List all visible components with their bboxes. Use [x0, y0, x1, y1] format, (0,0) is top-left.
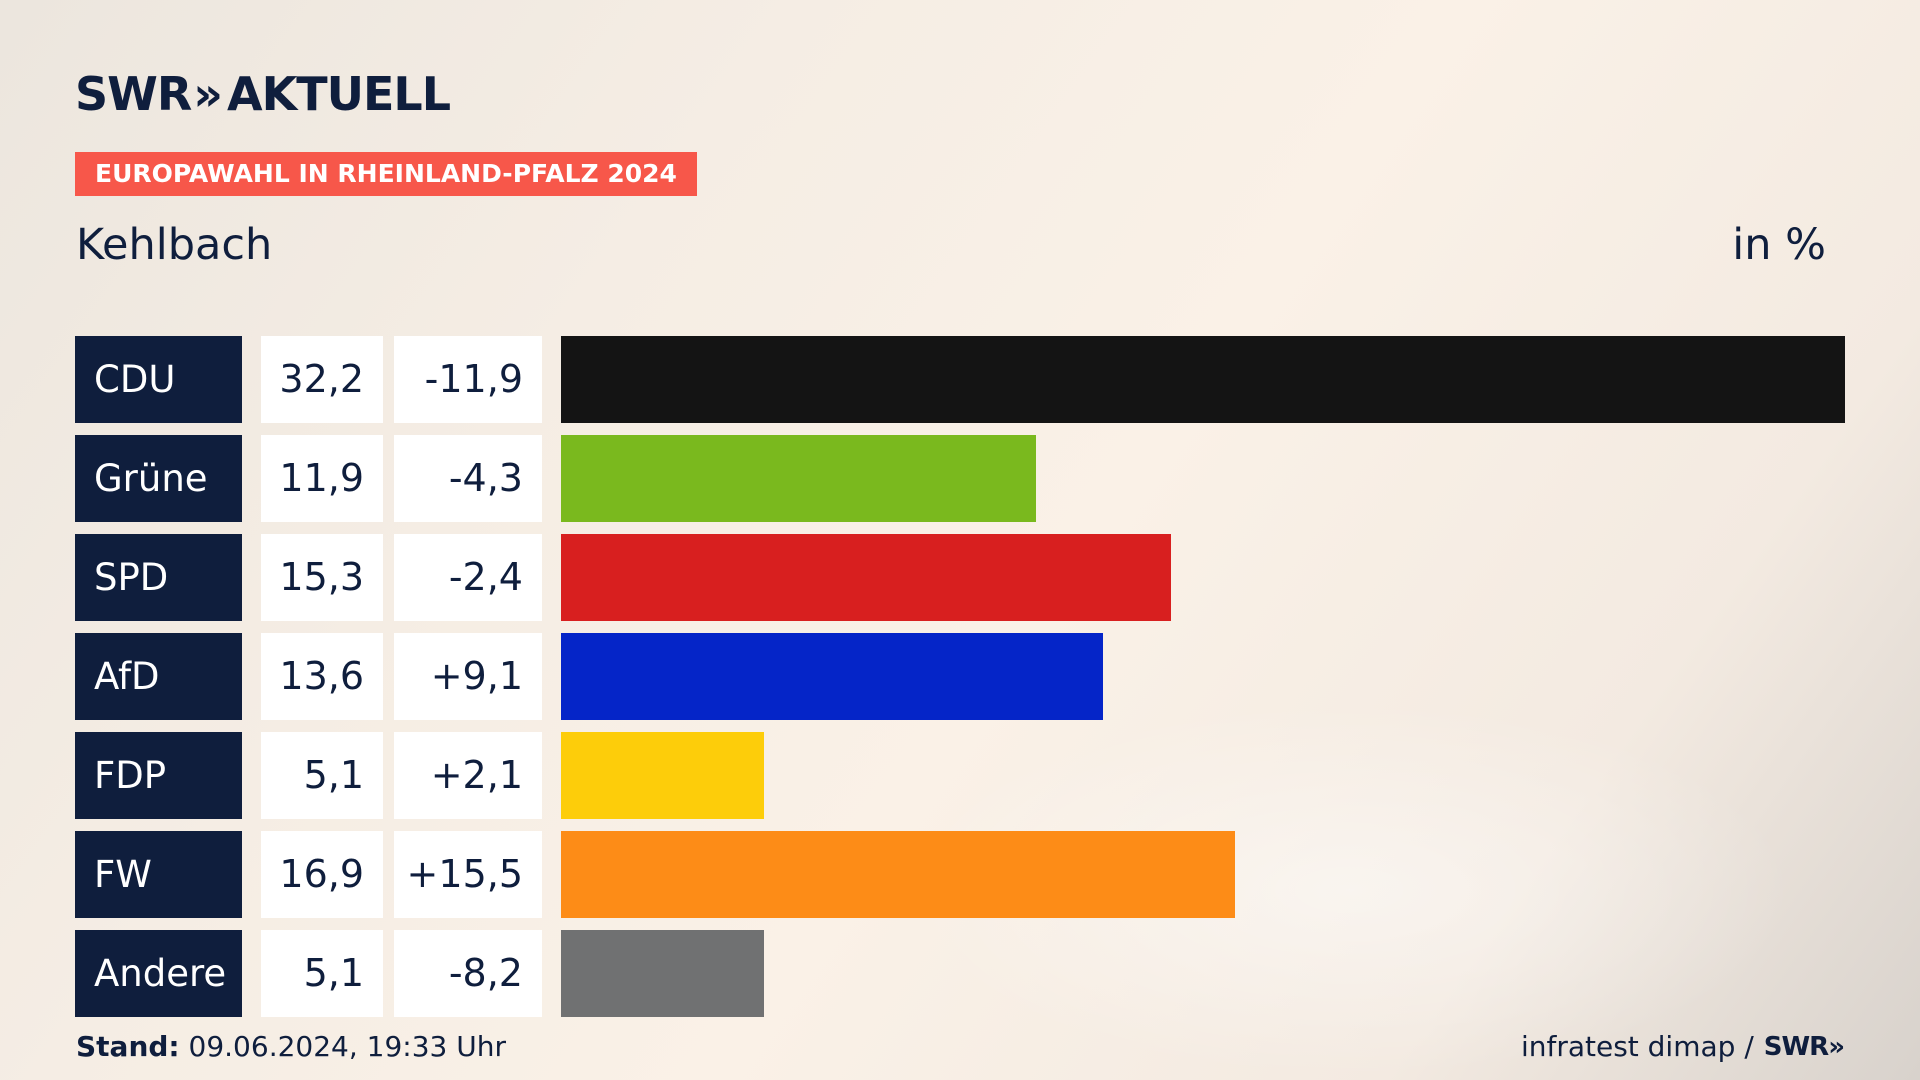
swr-aktuell-logo: SWR » AKTUELL [75, 64, 451, 124]
bar [561, 336, 1845, 423]
value-label: 5,1 [261, 732, 383, 819]
value-label: 13,6 [261, 633, 383, 720]
source-credit: infratest dimap / SWR» [1520, 1030, 1845, 1063]
timestamp: Stand: 09.06.2024, 19:33 Uhr [76, 1030, 506, 1063]
region-title: Kehlbach [76, 220, 273, 270]
brand-name: SWR [75, 67, 192, 121]
brand-product: AKTUELL [227, 67, 451, 121]
bar [561, 930, 764, 1017]
value-label: 11,9 [261, 435, 383, 522]
diff-label: +9,1 [394, 633, 542, 720]
diff-label: -11,9 [394, 336, 542, 423]
value-label: 15,3 [261, 534, 383, 621]
party-label: FDP [75, 732, 242, 819]
source-text: infratest dimap / [1520, 1030, 1754, 1063]
bar [561, 633, 1103, 720]
bar [561, 435, 1036, 522]
diff-label: -8,2 [394, 930, 542, 1017]
value-label: 16,9 [261, 831, 383, 918]
unit-label: in % [1732, 220, 1826, 270]
diff-label: -4,3 [394, 435, 542, 522]
diff-label: +15,5 [394, 831, 542, 918]
bar [561, 732, 764, 819]
value-label: 5,1 [261, 930, 383, 1017]
party-label: FW [75, 831, 242, 918]
party-label: Grüne [75, 435, 242, 522]
party-label: AfD [75, 633, 242, 720]
diff-label: -2,4 [394, 534, 542, 621]
bar [561, 831, 1235, 918]
stand-label: Stand: [76, 1030, 180, 1063]
value-label: 32,2 [261, 336, 383, 423]
party-label: SPD [75, 534, 242, 621]
swr-mini-logo: SWR» [1763, 1031, 1845, 1062]
bar [561, 534, 1171, 621]
party-label: Andere [75, 930, 242, 1017]
stand-value: 09.06.2024, 19:33 Uhr [188, 1030, 506, 1063]
election-banner: EUROPAWAHL IN RHEINLAND-PFALZ 2024 [75, 152, 697, 196]
diff-label: +2,1 [394, 732, 542, 819]
party-label: CDU [75, 336, 242, 423]
